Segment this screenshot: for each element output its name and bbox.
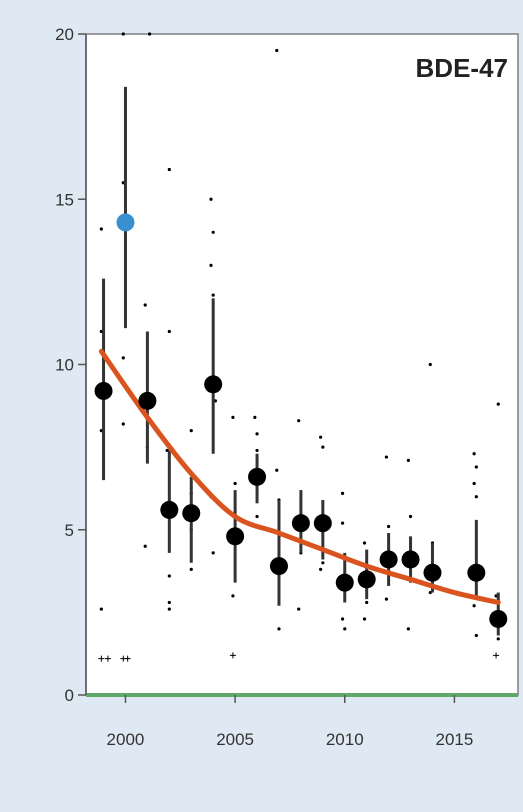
sample-point (143, 544, 147, 548)
sample-point (253, 415, 257, 419)
sample-point-nd (104, 655, 111, 662)
mean-point (291, 514, 310, 533)
sample-point (474, 465, 478, 469)
y-tick-label: 5 (65, 521, 74, 540)
x-tick-label: 2010 (326, 730, 364, 749)
sample-point (121, 422, 125, 426)
sample-point (167, 600, 171, 605)
sample-point (275, 48, 279, 53)
sample-point (384, 597, 389, 601)
sample-point (143, 303, 147, 307)
y-tick-label: 0 (65, 686, 74, 705)
mean-point (357, 570, 376, 589)
mean-point (204, 375, 223, 394)
sample-point (167, 607, 171, 611)
sample-point-nd (229, 652, 236, 659)
mean-point (379, 550, 398, 569)
sample-point (231, 594, 235, 598)
sample-point-nd (493, 652, 500, 659)
sample-point (406, 627, 410, 631)
mean-point-highlight (116, 213, 135, 232)
sample-point (362, 617, 367, 621)
sample-point (121, 32, 125, 36)
sample-point (474, 633, 478, 638)
axis-ticks: 0 5 10 15 20 2000 2005 2010 2015 (55, 25, 473, 749)
sample-point (167, 574, 171, 578)
chart-title: BDE-47 (416, 53, 508, 83)
sample-point (472, 481, 476, 486)
sample-point (406, 458, 410, 462)
sample-point (362, 541, 367, 545)
sample-point (340, 491, 345, 495)
y-tick-label: 10 (55, 356, 74, 375)
mean-point (489, 609, 508, 628)
sample-point (496, 402, 500, 406)
mean-point (467, 563, 486, 582)
mean-point (313, 514, 332, 533)
x-tick-label: 2005 (216, 730, 254, 749)
sample-point (340, 521, 345, 525)
sample-point (319, 435, 323, 439)
x-tick-label: 2015 (435, 730, 473, 749)
annual-mean-points (94, 213, 508, 628)
mean-point (94, 381, 113, 400)
sample-point (474, 495, 478, 499)
sample-point (321, 561, 325, 565)
sample-point (121, 356, 125, 360)
sample-point (255, 432, 259, 436)
sample-point (255, 514, 259, 519)
sample-point (365, 600, 369, 605)
sample-point (297, 419, 301, 423)
x-tick-label: 2000 (107, 730, 145, 749)
sample-point (231, 415, 235, 419)
chart-panel (85, 33, 519, 696)
sample-point-nd (124, 655, 131, 662)
sample-point (297, 607, 301, 611)
sample-point (167, 329, 171, 334)
y-tick-label: 20 (55, 25, 74, 44)
sample-point (255, 448, 259, 453)
mean-point (335, 573, 354, 592)
sample-point (472, 452, 476, 456)
mean-point (138, 391, 157, 410)
sample-point (209, 263, 213, 267)
sample-point (319, 567, 323, 572)
mean-point (226, 527, 245, 546)
sample-point (428, 362, 432, 367)
sample-point (211, 230, 215, 234)
sample-point (387, 524, 391, 529)
fit-curve (98, 348, 501, 605)
sample-point (408, 514, 413, 519)
sample-point (211, 293, 215, 297)
mean-point (269, 557, 288, 576)
sample-point (496, 637, 500, 641)
sample-point (189, 429, 193, 433)
sample-point-nd (98, 655, 105, 662)
sample-point (211, 551, 215, 555)
mean-point (182, 504, 201, 523)
sample-point (189, 567, 193, 572)
sample-point (472, 604, 476, 608)
sample-point (147, 32, 152, 36)
y-tick-label: 15 (55, 190, 74, 209)
mean-point (423, 563, 442, 582)
sample-point (275, 468, 279, 472)
sample-point (384, 455, 389, 459)
sample-point (277, 627, 281, 631)
mean-point (248, 467, 267, 486)
mean-point (401, 550, 420, 569)
sample-point (321, 445, 325, 449)
sample-point (99, 227, 103, 231)
sample-point (209, 197, 213, 201)
mean-point (160, 500, 179, 519)
sample-point (343, 627, 347, 631)
sample-point (99, 607, 103, 611)
sample-point (233, 481, 237, 486)
sample-point (340, 617, 345, 621)
sample-point (167, 167, 171, 172)
trend-fit-line (98, 348, 501, 605)
